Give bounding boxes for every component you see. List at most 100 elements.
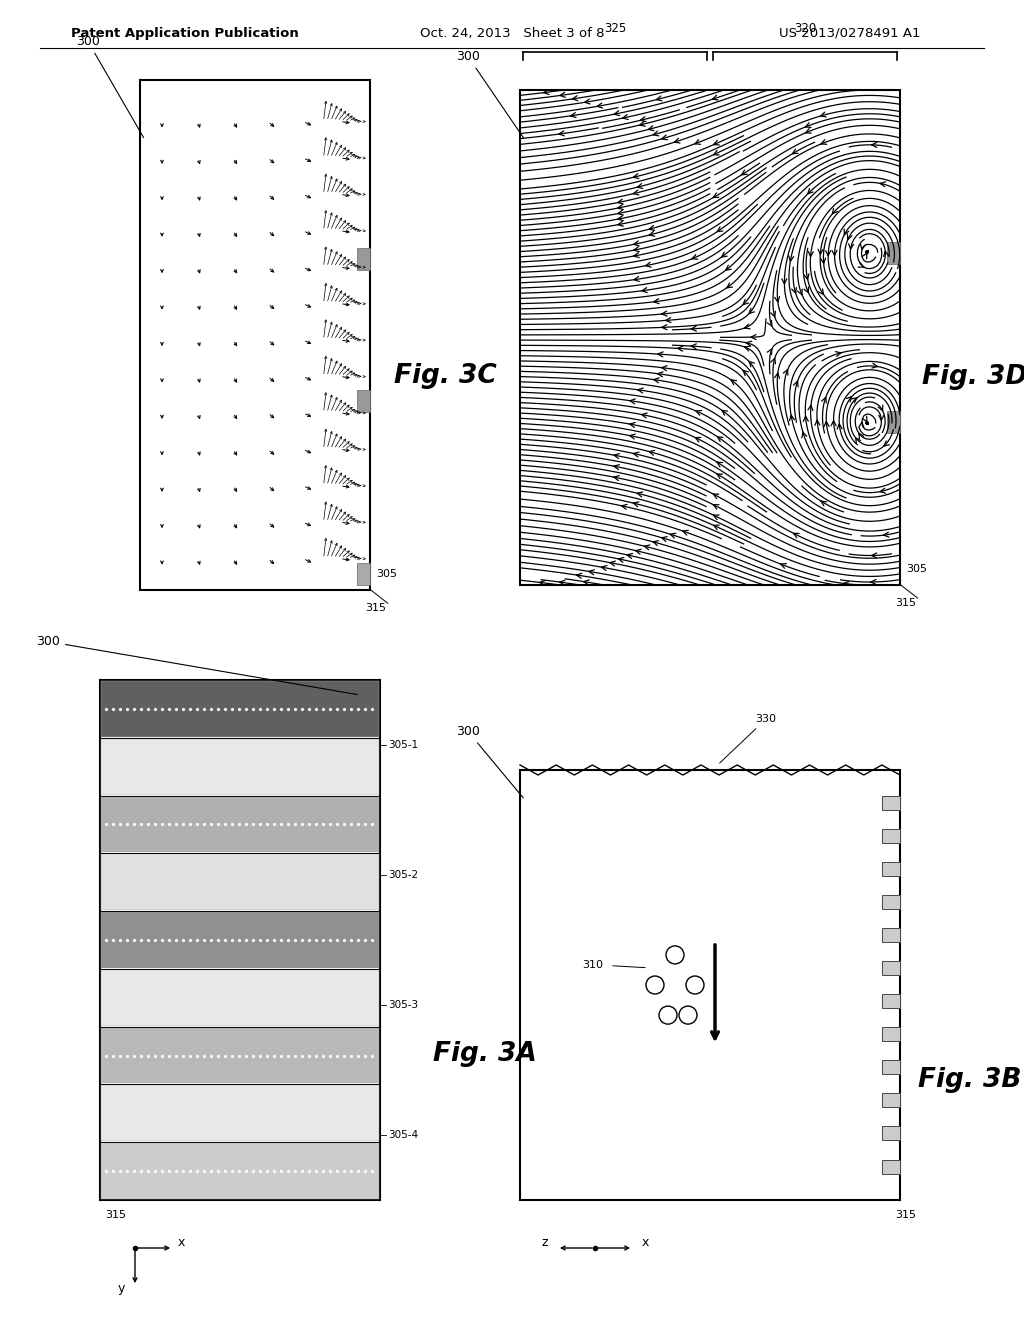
FancyArrowPatch shape — [649, 226, 654, 231]
FancyArrowPatch shape — [623, 115, 628, 120]
FancyArrowPatch shape — [630, 422, 635, 428]
Text: 300: 300 — [76, 36, 143, 137]
Bar — [101, 854, 379, 909]
FancyArrowPatch shape — [597, 103, 602, 108]
FancyArrowPatch shape — [879, 405, 883, 411]
FancyArrowPatch shape — [613, 465, 620, 470]
FancyArrowPatch shape — [744, 325, 751, 329]
Text: x: x — [641, 1236, 648, 1249]
FancyArrowPatch shape — [695, 437, 701, 442]
FancyArrowPatch shape — [871, 143, 877, 148]
Text: 305-1: 305-1 — [388, 741, 418, 750]
Bar — [882, 895, 900, 909]
Text: 300: 300 — [456, 50, 523, 137]
FancyArrowPatch shape — [837, 424, 842, 429]
FancyArrowPatch shape — [824, 421, 829, 426]
FancyArrowPatch shape — [749, 309, 755, 314]
FancyArrowPatch shape — [806, 128, 811, 133]
FancyArrowPatch shape — [713, 193, 719, 198]
FancyArrowPatch shape — [831, 421, 837, 426]
Text: US 2013/0278491 A1: US 2013/0278491 A1 — [779, 26, 921, 40]
FancyArrowPatch shape — [851, 397, 857, 403]
Text: Fig. 3C: Fig. 3C — [393, 363, 497, 389]
FancyArrowPatch shape — [572, 96, 578, 100]
FancyArrowPatch shape — [871, 363, 878, 368]
FancyArrowPatch shape — [820, 112, 826, 117]
FancyArrowPatch shape — [691, 326, 696, 331]
Bar — [101, 1028, 379, 1084]
FancyArrowPatch shape — [540, 581, 545, 586]
FancyArrowPatch shape — [670, 533, 676, 539]
FancyArrowPatch shape — [884, 441, 890, 446]
FancyArrowPatch shape — [675, 139, 680, 143]
FancyArrowPatch shape — [653, 131, 658, 136]
FancyArrowPatch shape — [790, 416, 795, 421]
Text: 305-3: 305-3 — [388, 1001, 418, 1010]
FancyArrowPatch shape — [559, 131, 564, 136]
FancyArrowPatch shape — [743, 300, 749, 305]
Text: 305: 305 — [376, 569, 397, 579]
FancyArrowPatch shape — [798, 289, 802, 294]
Bar — [887, 243, 900, 264]
FancyArrowPatch shape — [695, 140, 700, 144]
FancyArrowPatch shape — [633, 502, 639, 507]
Bar — [882, 796, 900, 809]
FancyArrowPatch shape — [617, 222, 624, 226]
FancyArrowPatch shape — [808, 252, 813, 256]
FancyArrowPatch shape — [808, 189, 813, 194]
FancyArrowPatch shape — [714, 525, 719, 529]
FancyArrowPatch shape — [751, 334, 756, 339]
FancyArrowPatch shape — [662, 366, 667, 371]
FancyArrowPatch shape — [880, 488, 886, 494]
FancyArrowPatch shape — [833, 209, 838, 214]
FancyArrowPatch shape — [767, 348, 772, 355]
FancyArrowPatch shape — [714, 140, 719, 145]
Bar — [882, 1027, 900, 1041]
FancyArrowPatch shape — [662, 135, 668, 140]
Bar — [101, 796, 379, 853]
FancyArrowPatch shape — [717, 474, 723, 479]
FancyArrowPatch shape — [657, 352, 664, 356]
FancyArrowPatch shape — [871, 553, 877, 558]
FancyArrowPatch shape — [844, 582, 849, 586]
FancyArrowPatch shape — [788, 256, 794, 261]
Text: Fig. 3B: Fig. 3B — [919, 1067, 1022, 1093]
FancyArrowPatch shape — [642, 288, 647, 293]
FancyArrowPatch shape — [771, 312, 775, 317]
Text: 305: 305 — [906, 564, 927, 574]
FancyArrowPatch shape — [717, 462, 723, 467]
Bar — [101, 681, 379, 737]
FancyArrowPatch shape — [859, 422, 864, 428]
FancyArrowPatch shape — [642, 413, 647, 418]
FancyArrowPatch shape — [640, 116, 646, 121]
FancyArrowPatch shape — [714, 504, 719, 510]
Bar — [882, 994, 900, 1008]
Bar — [520, 90, 900, 585]
FancyArrowPatch shape — [749, 362, 755, 367]
FancyArrowPatch shape — [821, 140, 826, 144]
Bar — [101, 970, 379, 1026]
Bar — [101, 912, 379, 968]
FancyArrowPatch shape — [653, 378, 659, 383]
Text: 300: 300 — [36, 635, 357, 694]
FancyArrowPatch shape — [844, 230, 849, 235]
FancyArrowPatch shape — [584, 579, 589, 585]
FancyArrowPatch shape — [880, 182, 886, 186]
FancyArrowPatch shape — [714, 494, 719, 499]
FancyArrowPatch shape — [818, 289, 823, 294]
FancyArrowPatch shape — [805, 123, 811, 127]
Bar — [882, 1126, 900, 1140]
FancyArrowPatch shape — [638, 388, 643, 393]
FancyArrowPatch shape — [678, 346, 683, 351]
FancyArrowPatch shape — [831, 251, 837, 255]
FancyArrowPatch shape — [630, 434, 635, 440]
FancyArrowPatch shape — [856, 438, 860, 444]
FancyArrowPatch shape — [767, 321, 772, 326]
FancyArrowPatch shape — [617, 210, 624, 215]
FancyArrowPatch shape — [666, 318, 671, 322]
Bar — [100, 680, 380, 1200]
FancyArrowPatch shape — [713, 95, 718, 100]
FancyArrowPatch shape — [726, 265, 731, 271]
Bar — [101, 1143, 379, 1199]
FancyArrowPatch shape — [858, 263, 864, 267]
